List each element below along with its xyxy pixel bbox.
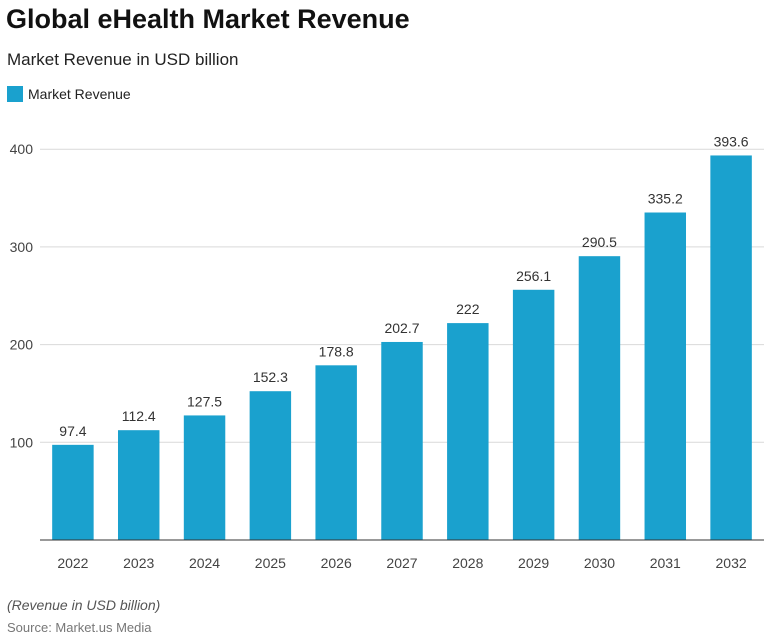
x-tick-label: 2030 <box>584 555 615 571</box>
bar <box>381 341 423 540</box>
bar <box>183 415 226 540</box>
x-tick-label: 2024 <box>189 555 220 571</box>
data-label: 152.3 <box>253 369 288 385</box>
data-label: 178.8 <box>319 343 354 359</box>
x-tick-label: 2028 <box>452 555 483 571</box>
bar <box>315 365 357 540</box>
bar <box>249 391 292 540</box>
data-label: 127.5 <box>187 393 222 409</box>
source-credit: Source: Market.us Media <box>7 620 152 635</box>
bar <box>447 323 489 540</box>
data-label: 290.5 <box>582 234 617 250</box>
bar <box>117 430 160 540</box>
x-tick-label: 2031 <box>650 555 681 571</box>
x-tick-label: 2022 <box>57 555 88 571</box>
x-tick-label: 2029 <box>518 555 549 571</box>
x-tick-label: 2027 <box>386 555 417 571</box>
legend: Market Revenue <box>7 86 131 102</box>
y-tick-label: 400 <box>10 141 34 157</box>
data-label: 393.6 <box>714 133 749 149</box>
data-label: 335.2 <box>648 191 683 207</box>
x-tick-label: 2025 <box>255 555 286 571</box>
x-tick-label: 2026 <box>321 555 352 571</box>
chart-title: Global eHealth Market Revenue <box>6 4 410 34</box>
bar <box>578 256 621 540</box>
legend-label: Market Revenue <box>28 86 131 102</box>
y-tick-label: 200 <box>10 337 34 353</box>
bar <box>512 289 555 540</box>
bar <box>644 212 687 541</box>
x-tick-label: 2023 <box>123 555 154 571</box>
bar <box>52 444 94 540</box>
bar <box>710 155 752 540</box>
x-tick-label: 2032 <box>716 555 747 571</box>
data-label: 112.4 <box>122 408 156 424</box>
footnote: (Revenue in USD billion) <box>7 597 161 613</box>
data-label: 202.7 <box>384 320 419 336</box>
chart-subtitle: Market Revenue in USD billion <box>7 50 239 69</box>
data-label: 97.4 <box>59 423 86 439</box>
legend-swatch <box>7 86 23 102</box>
bar-chart: 100 200 300 400 97.4 2022 112.4 2023 127.5 2024 15… <box>10 133 764 571</box>
data-label: 256.1 <box>516 268 551 284</box>
data-label: 222 <box>456 301 480 317</box>
y-tick-label: 300 <box>10 239 34 255</box>
y-tick-label: 100 <box>10 434 34 450</box>
